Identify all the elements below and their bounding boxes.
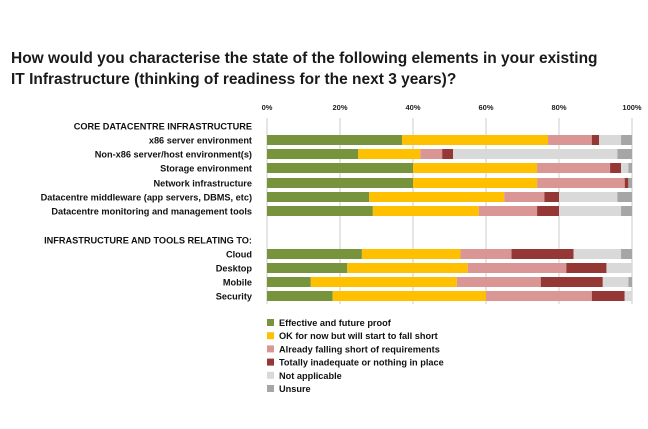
category-label: Desktop: [216, 264, 253, 274]
category-label: Security: [216, 292, 253, 302]
bar-segment: [537, 178, 625, 188]
bar-segment: [566, 263, 607, 273]
legend-label: Effective and future proof: [279, 318, 392, 328]
bar-segment: [540, 277, 603, 287]
legend-swatch: [267, 332, 274, 340]
x-tick-label: 60%: [478, 103, 493, 112]
bar-segment: [267, 163, 413, 173]
bar-segment: [511, 249, 574, 259]
x-tick-label: 80%: [551, 103, 566, 112]
x-tick-label: 20%: [332, 103, 347, 112]
bar-segment: [602, 277, 629, 287]
bar-segment: [628, 277, 632, 287]
bar-segment: [559, 192, 618, 202]
category-label: Datacentre monitoring and management too…: [51, 207, 252, 217]
bar-segment: [420, 149, 443, 159]
bar-segment: [467, 263, 567, 273]
chart-title-line-1: How would you characterise the state of …: [11, 50, 598, 67]
bar-segment: [621, 249, 632, 259]
bar-segment: [610, 163, 622, 173]
bar-segment: [267, 149, 359, 159]
category-label: Non-x86 server/host environment(s): [95, 150, 252, 160]
bar-segment: [573, 249, 622, 259]
bar-segment: [372, 206, 479, 216]
legend-label: Totally inadequate or nothing in place: [279, 358, 444, 368]
bar-segment: [591, 291, 625, 301]
category-label: x86 server environment: [149, 136, 252, 146]
legend-label: Unsure: [279, 384, 311, 394]
bar-segment: [369, 192, 505, 202]
bar-segment: [358, 149, 421, 159]
bar-segment: [624, 291, 632, 301]
category-label: Datacentre middleware (app servers, DBMS…: [41, 193, 252, 203]
legend-label: OK for now but will start to fall short: [279, 331, 438, 341]
bar-segment: [453, 149, 618, 159]
chart-title: How would you characterise the state of …: [11, 48, 641, 90]
bar-segment: [413, 178, 538, 188]
bar-segment: [267, 277, 311, 287]
bar-segment: [628, 163, 632, 173]
legend-swatch: [267, 319, 274, 326]
bar-segment: [559, 206, 622, 216]
bar-segment: [548, 135, 592, 145]
bar-segment: [442, 149, 454, 159]
bar-segment: [267, 178, 413, 188]
bar-segment: [606, 263, 632, 273]
bar-segment: [621, 206, 632, 216]
legend-label: Not applicable: [279, 371, 342, 381]
bar-segment: [486, 291, 592, 301]
bar-segment: [591, 135, 600, 145]
bar-segment: [599, 135, 622, 145]
chart-title-line-2: IT Infrastructure (thinking of readiness…: [11, 71, 457, 88]
category-label: Network infrastructure: [153, 179, 252, 189]
bar-segment: [617, 149, 632, 159]
x-tick-label: 0%: [262, 103, 273, 112]
bar-segment: [478, 206, 538, 216]
bar-segment: [332, 291, 486, 301]
bar-segment: [621, 163, 629, 173]
bar-segment: [267, 135, 403, 145]
bar-segment: [456, 277, 541, 287]
group-header: INFRASTRUCTURE AND TOOLS RELATING TO:: [44, 236, 252, 246]
bar-segment: [361, 249, 461, 259]
bar-segment: [621, 135, 632, 145]
legend-swatch: [267, 385, 274, 392]
bar-segment: [310, 277, 457, 287]
bar-segment: [504, 192, 545, 202]
bar-segment: [537, 163, 611, 173]
category-label: Cloud: [226, 250, 252, 260]
bar-segment: [628, 178, 632, 188]
bar-segment: [413, 163, 538, 173]
bar-segment: [402, 135, 549, 145]
bar-segment: [347, 263, 468, 273]
bar-segment: [267, 291, 333, 301]
bar-segment: [544, 192, 559, 202]
bar-segment: [267, 206, 373, 216]
bar-segment: [267, 263, 348, 273]
bar-segment: [617, 192, 632, 202]
x-tick-label: 100%: [622, 103, 642, 112]
bar-segment: [267, 249, 362, 259]
legend-swatch: [267, 358, 274, 366]
bar-segment: [537, 206, 559, 216]
bar-segment: [460, 249, 512, 259]
category-label: Mobile: [223, 278, 252, 288]
legend-swatch: [267, 371, 274, 379]
group-header: CORE DATACENTRE INFRASTRUCTURE: [74, 122, 252, 132]
bar-segment: [267, 192, 370, 202]
x-tick-label: 40%: [405, 103, 420, 112]
legend-swatch: [267, 345, 274, 353]
category-label: Storage environment: [160, 164, 252, 174]
bar-segment: [624, 178, 629, 188]
legend-label: Already falling short of requirements: [279, 344, 440, 354]
